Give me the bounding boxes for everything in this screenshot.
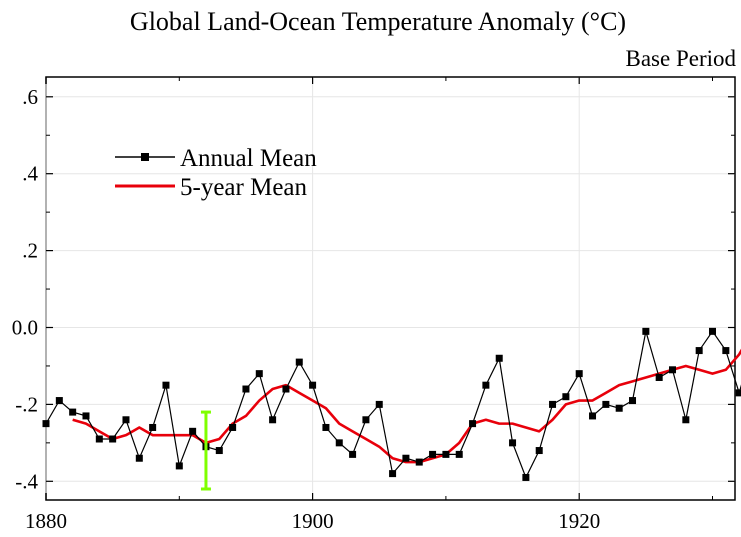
uncertainty-bars bbox=[200, 410, 211, 491]
annual-point bbox=[255, 370, 263, 378]
annual-point bbox=[402, 454, 410, 462]
annual-point bbox=[615, 404, 623, 412]
annual-point bbox=[122, 416, 130, 424]
annual-point bbox=[589, 412, 597, 420]
y-tick-label: .4 bbox=[22, 162, 38, 186]
y-tick-label: .6 bbox=[22, 85, 38, 109]
annual-point bbox=[442, 450, 450, 458]
annual-point bbox=[469, 420, 477, 428]
x-tick-label: 1900 bbox=[292, 509, 334, 533]
five-year-mean-series bbox=[72, 348, 741, 464]
annual-mean-line bbox=[45, 330, 741, 479]
annual-point bbox=[669, 366, 677, 374]
annual-point bbox=[42, 420, 50, 428]
legend-annual-label: Annual Mean bbox=[180, 145, 317, 172]
annual-point bbox=[55, 397, 63, 405]
annual-point bbox=[149, 423, 157, 431]
annual-point bbox=[495, 354, 503, 362]
annual-point bbox=[109, 435, 117, 443]
annual-point bbox=[282, 385, 290, 393]
annual-point bbox=[522, 473, 530, 481]
annual-point bbox=[695, 347, 703, 355]
error-bar bbox=[200, 410, 211, 491]
y-tick-label: -.4 bbox=[15, 469, 38, 493]
annual-point bbox=[229, 423, 237, 431]
annual-point bbox=[82, 412, 90, 420]
annual-point bbox=[482, 381, 490, 389]
annual-point bbox=[642, 327, 650, 335]
annual-point bbox=[535, 447, 543, 455]
annual-point bbox=[269, 416, 277, 424]
annual-point bbox=[655, 373, 663, 381]
x-tick-label: 1880 bbox=[25, 509, 67, 533]
annual-point bbox=[735, 389, 741, 397]
five-year-mean-line bbox=[72, 348, 741, 464]
annual-point bbox=[629, 397, 637, 405]
annual-point bbox=[415, 458, 423, 466]
annual-point bbox=[349, 450, 357, 458]
annual-point bbox=[709, 327, 716, 335]
annual-point bbox=[389, 470, 397, 478]
legend-annual-marker bbox=[141, 153, 149, 161]
x-tick-label: 1920 bbox=[558, 509, 600, 533]
axis-ticks bbox=[45, 77, 735, 500]
chart-subtitle: Base Period bbox=[625, 46, 736, 71]
legend-5yr-label: 5-year Mean bbox=[180, 174, 308, 201]
annual-point bbox=[562, 393, 570, 401]
annual-point bbox=[322, 423, 330, 431]
annual-point bbox=[722, 347, 730, 355]
plot-area bbox=[45, 76, 736, 501]
grid bbox=[45, 77, 735, 500]
annual-point bbox=[335, 439, 343, 447]
annual-point bbox=[189, 427, 197, 435]
chart-title: Global Land-Ocean Temperature Anomaly (°… bbox=[130, 7, 626, 36]
annual-point bbox=[309, 381, 317, 389]
annual-point bbox=[362, 416, 370, 424]
annual-point bbox=[135, 454, 143, 462]
annual-point bbox=[295, 358, 303, 366]
annual-point bbox=[175, 462, 183, 470]
annual-point bbox=[575, 370, 583, 378]
y-tick-label: .2 bbox=[22, 239, 38, 263]
annual-point bbox=[242, 385, 250, 393]
y-axis-labels: .6 .4 .2 0.0 -.2 -.4 bbox=[12, 85, 39, 493]
annual-point bbox=[69, 408, 77, 416]
annual-point bbox=[162, 381, 170, 389]
annual-point bbox=[602, 400, 610, 408]
legend: Annual Mean 5-year Mean bbox=[115, 145, 317, 201]
annual-mean-series bbox=[42, 327, 741, 481]
annual-point bbox=[549, 400, 557, 408]
annual-point bbox=[509, 439, 517, 447]
annual-point bbox=[682, 416, 690, 424]
x-axis-labels: 1880190019201940196019802000 bbox=[25, 509, 600, 533]
annual-point bbox=[455, 450, 463, 458]
annual-point bbox=[95, 435, 103, 443]
annual-point bbox=[375, 400, 383, 408]
annual-point bbox=[429, 450, 437, 458]
annual-point bbox=[215, 447, 223, 455]
y-tick-label: 0.0 bbox=[12, 316, 38, 340]
y-tick-label: -.2 bbox=[15, 392, 38, 416]
